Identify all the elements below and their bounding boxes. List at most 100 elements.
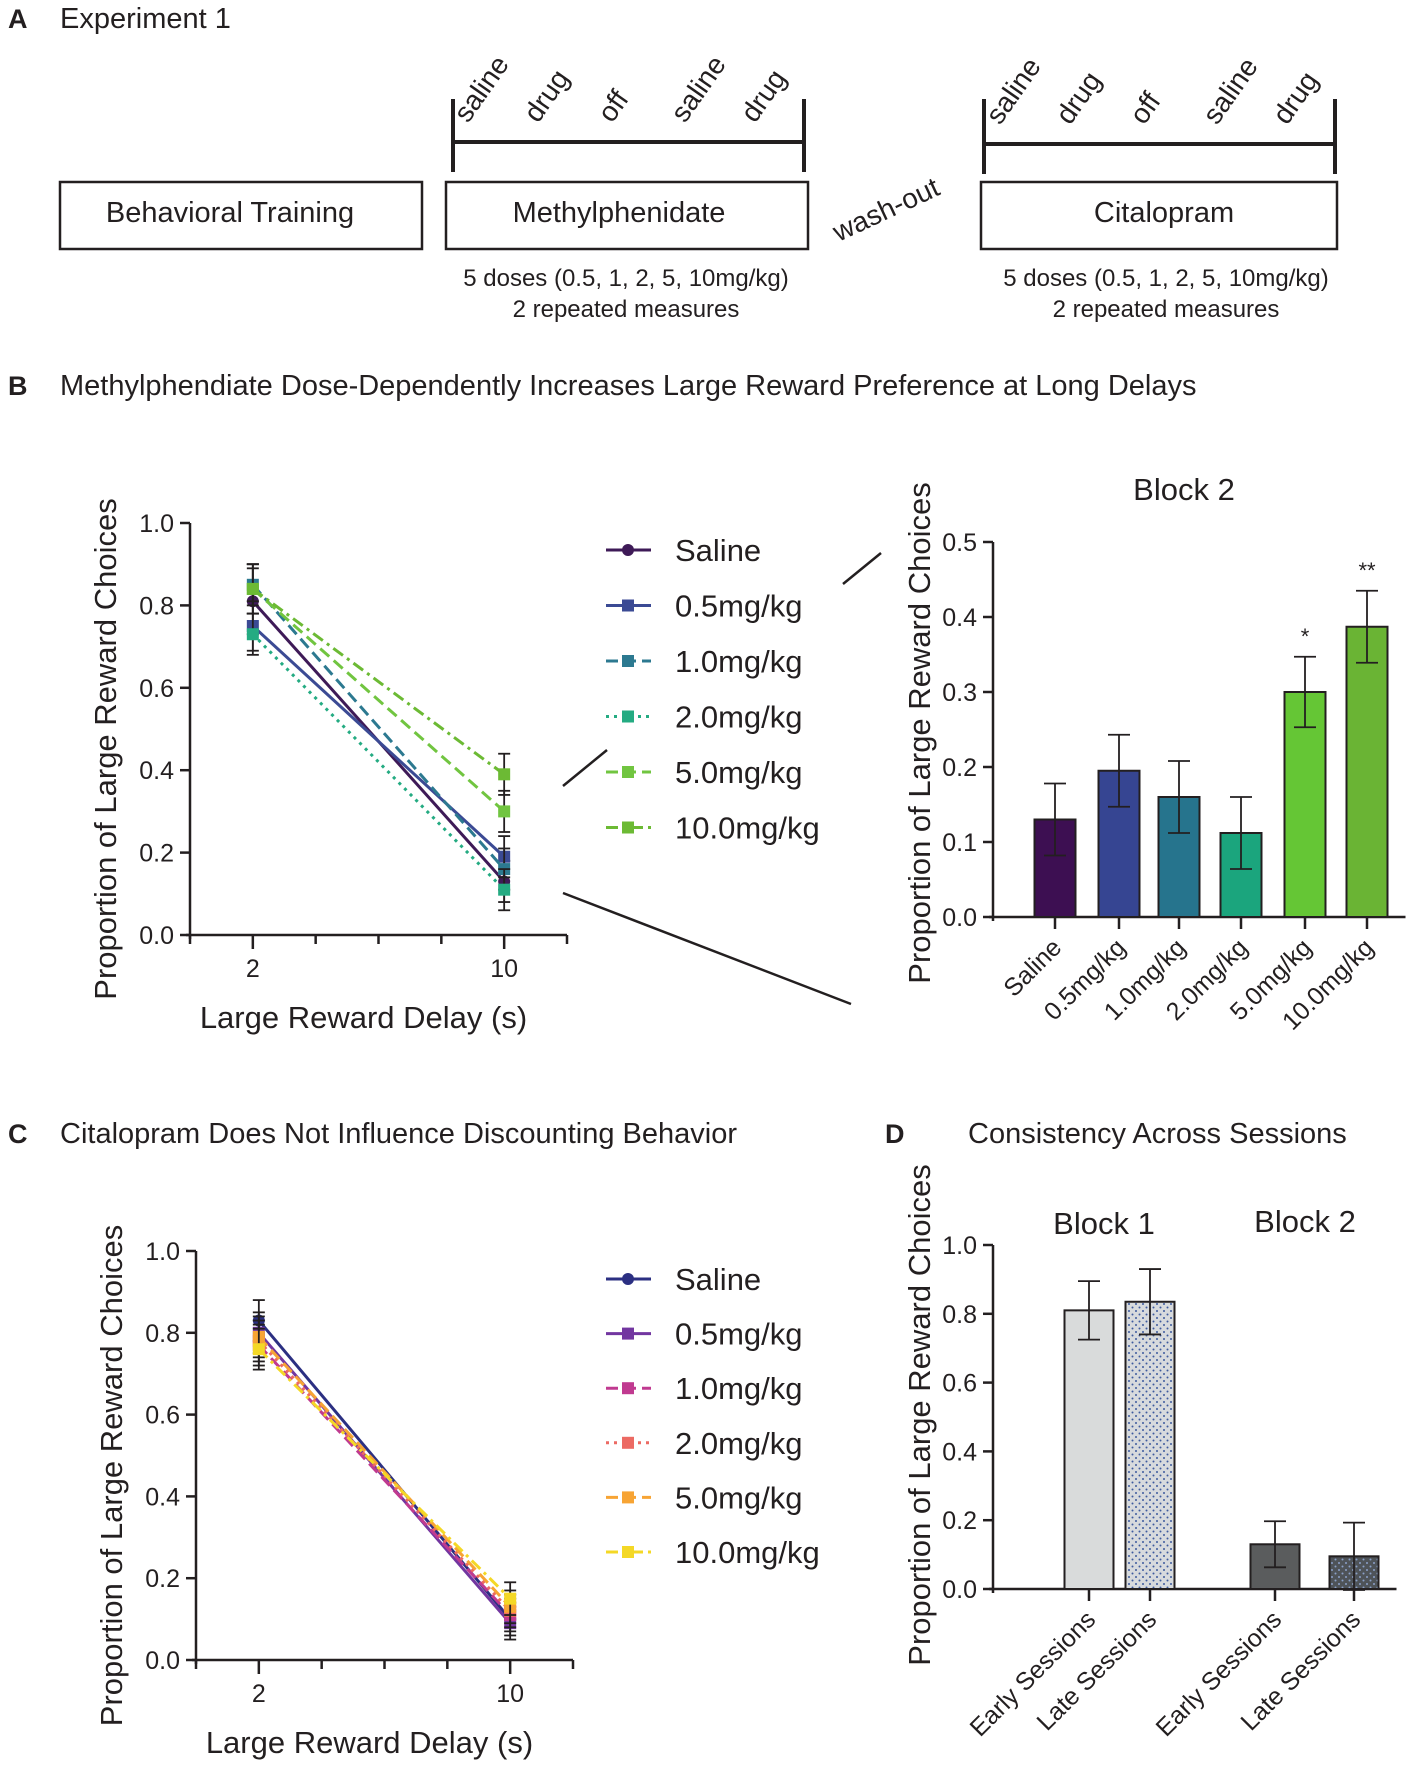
panel-letter-a: A (8, 4, 28, 34)
washout-label: wash-out (827, 171, 944, 248)
cit-box-label: Citalopram (1094, 197, 1234, 229)
line-chart-methylphenidate: 0.0 0.2 0.4 0.6 0.8 1.0 2 10 Large Reward Delay … (88, 498, 820, 1035)
C-line-legend-marker (622, 1436, 634, 1449)
panel-a-title: Experiment 1 (60, 3, 231, 35)
D-bar-y-tick-label: 1.0 (942, 1232, 977, 1260)
D-bar-bar (1124, 1300, 1176, 1590)
cit-phase-1: saline (980, 52, 1047, 130)
B-line-legend-marker (622, 599, 634, 612)
D-bar-y-tick-label: 0.2 (942, 1507, 977, 1535)
panel-b: B Methylphendiate Dose-Dependently Incre… (8, 370, 1406, 1036)
mph-phase-5: drug (735, 64, 793, 128)
panel-d-title: Consistency Across Sessions (968, 1118, 1347, 1150)
B-bar-y-tick-label: 0.0 (942, 904, 977, 932)
mph-box-label: Methylphenidate (513, 197, 726, 229)
mph-dose-note: 5 doses (0.5, 1, 2, 5, 10mg/kg) (463, 265, 789, 292)
D-bar-group-label: Block 1 (1053, 1206, 1155, 1241)
zoom-line-top (562, 749, 608, 787)
C-line-y-label: Proportion of Large Reward Choices (94, 1225, 129, 1726)
B-bar-significance-label: * (1301, 624, 1310, 649)
panel-c-title: Citalopram Does Not Influence Discountin… (60, 1118, 737, 1150)
B-line-series-line (251, 624, 506, 858)
mph-measures-note: 2 repeated measures (513, 296, 740, 323)
zoom-line-legend (842, 552, 882, 585)
C-line-legend-marker (622, 1327, 634, 1340)
B-line-y-tick-label: 0.0 (139, 922, 174, 950)
mph-phase-4: saline (665, 50, 732, 128)
B-line-legend-label: 0.5mg/kg (675, 589, 803, 624)
B-bar-y-tick-label: 0.4 (942, 604, 977, 632)
C-line-y-tick-label: 0.2 (145, 1565, 180, 1593)
B-line-data-point (498, 768, 511, 781)
B-bar-y-tick-label: 0.1 (942, 829, 977, 857)
B-line-legend-label: 2.0mg/kg (675, 700, 803, 735)
cit-phase-3: off (1124, 86, 1167, 129)
B-bar-bar (1345, 625, 1389, 918)
C-line-legend-marker (622, 1382, 634, 1395)
B-line-legend-marker (622, 544, 634, 556)
B-line-data-point (498, 805, 511, 818)
cit-measures-note: 2 repeated measures (1053, 296, 1280, 323)
C-line-legend-marker (622, 1546, 634, 1558)
C-line-legend-label: 1.0mg/kg (675, 1371, 803, 1406)
C-line-y-tick-label: 0.4 (145, 1483, 180, 1511)
C-line-legend-label: 2.0mg/kg (675, 1426, 803, 1461)
B-line-data-point (246, 582, 259, 595)
B-line-legend-label: Saline (675, 533, 761, 568)
D-bar-y-tick-label: 0.8 (942, 1301, 977, 1329)
B-bar-y-label: Proportion of Large Reward Choices (902, 482, 937, 983)
B-line-series-line (251, 633, 506, 891)
cit-phase-4: saline (1197, 52, 1264, 130)
C-line-x-tick-label: 2 (252, 1680, 266, 1708)
B-line-x-tick-label: 2 (246, 955, 260, 983)
B-bar-significance-label: ** (1358, 558, 1376, 583)
C-line-y-tick-label: 0.8 (145, 1320, 180, 1348)
B-line-y-tick-label: 1.0 (139, 510, 174, 538)
C-line-legend-label: Saline (675, 1262, 761, 1297)
B-line-y-label: Proportion of Large Reward Choices (88, 498, 123, 999)
C-line-legend-label: 5.0mg/kg (675, 1480, 803, 1515)
panel-d: D Consistency Across Sessions 0.0 0.2 0.4 0… (885, 1118, 1397, 1742)
zoom-line-bottom (562, 891, 852, 1006)
training-box-label: Behavioral Training (106, 197, 354, 229)
mph-phase-1: saline (448, 50, 515, 128)
B-line-legend-marker (622, 710, 634, 723)
B-line-legend-marker (622, 655, 634, 667)
B-bar-y-tick-label: 0.2 (942, 754, 977, 782)
B-line-legend-marker (622, 821, 634, 834)
line-chart-citalopram: 0.0 0.2 0.4 0.6 0.8 1.0 2 10 Large Reward Delay … (94, 1225, 820, 1760)
B-bar-y-tick-label: 0.5 (942, 529, 977, 557)
cit-dose-note: 5 doses (0.5, 1, 2, 5, 10mg/kg) (1003, 265, 1329, 292)
C-line-y-tick-label: 0.6 (145, 1402, 180, 1430)
B-line-data-point (498, 883, 511, 896)
training-box (58, 180, 424, 251)
D-bar-y-tick-label: 0.0 (942, 1576, 977, 1604)
B-line-series-line (251, 583, 506, 871)
B-bar-y-tick-label: 0.3 (942, 679, 977, 707)
C-line-legend-marker (622, 1491, 634, 1504)
C-line-x-label: Large Reward Delay (s) (206, 1725, 533, 1760)
B-line-data-point (246, 628, 259, 641)
cit-phase-2: drug (1050, 66, 1108, 130)
B-line-legend-label: 5.0mg/kg (675, 755, 803, 790)
panel-letter-b: B (8, 371, 28, 401)
B-line-legend-marker (622, 766, 634, 778)
C-line-legend-label: 10.0mg/kg (675, 1535, 820, 1570)
D-bar-group-label: Block 2 (1254, 1204, 1356, 1239)
B-line-legend-label: 1.0mg/kg (675, 644, 803, 679)
B-line-y-tick-label: 0.4 (139, 757, 174, 785)
cit-box (979, 180, 1339, 251)
B-line-x-label: Large Reward Delay (s) (200, 1000, 527, 1035)
cit-phase-5: drug (1267, 66, 1325, 130)
C-line-y-tick-label: 1.0 (145, 1238, 180, 1266)
mph-phase-3: off (592, 84, 635, 127)
C-line-x-tick-label: 10 (496, 1680, 524, 1708)
C-line-data-point (504, 1592, 517, 1605)
C-line-y-tick-label: 0.0 (145, 1647, 180, 1675)
D-bar-y-tick-label: 0.4 (942, 1438, 977, 1466)
panel-b-title: Methylphendiate Dose-Dependently Increas… (60, 370, 1197, 402)
panel-letter-d: D (885, 1119, 905, 1149)
C-line-legend-marker (622, 1273, 634, 1285)
B-line-y-tick-label: 0.2 (139, 840, 174, 868)
